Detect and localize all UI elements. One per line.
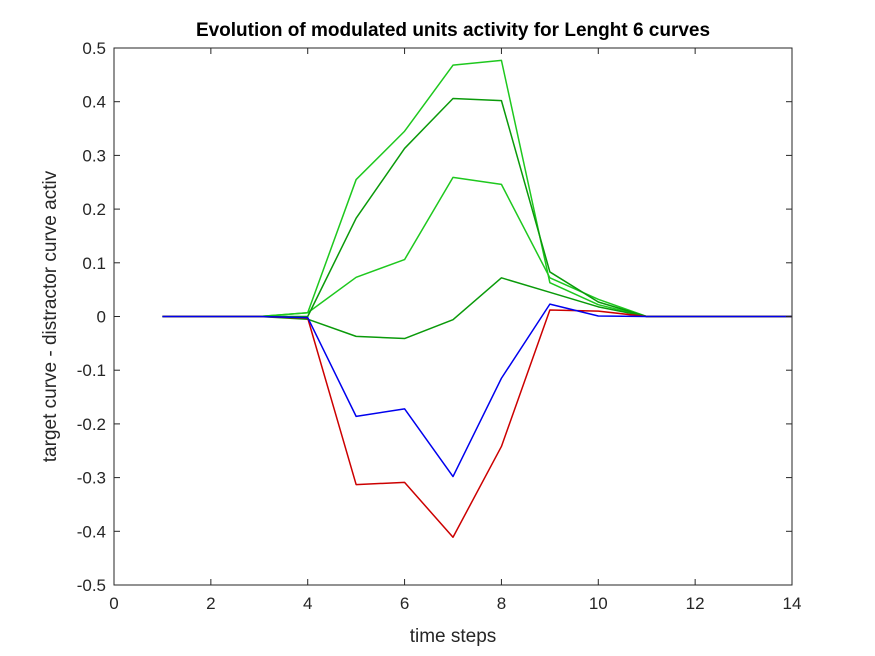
x-tick-label: 0	[109, 594, 118, 613]
y-tick-label: 0.3	[82, 146, 106, 165]
y-tick-label: 0.4	[82, 93, 106, 112]
y-axis-label: target curve - distractor curve activ	[40, 170, 61, 462]
y-tick-label: -0.4	[77, 522, 106, 541]
x-axis-label: time steps	[410, 626, 497, 647]
series-layer	[162, 59, 792, 538]
y-tick-label: 0.5	[82, 39, 106, 58]
y-tick-label: -0.1	[77, 361, 106, 380]
y-tick-label: 0.2	[82, 200, 106, 219]
x-tick-label: 14	[783, 594, 802, 613]
series-line-6	[162, 303, 792, 478]
y-tick-label: 0.1	[82, 254, 106, 273]
x-tick-label: 2	[206, 594, 215, 613]
y-tick-label: -0.5	[77, 576, 106, 595]
x-tick-label: 8	[497, 594, 506, 613]
chart-title: Evolution of modulated units activity fo…	[196, 20, 710, 41]
y-axis: -0.5 -0.4 -0.3 -0.2 -0.1 0 0.1 0.2 0.3 0.4 0.5	[77, 39, 792, 595]
x-tick-label: 4	[303, 594, 312, 613]
y-tick-label: 0	[97, 308, 106, 327]
y-tick-label: -0.2	[77, 415, 106, 434]
x-tick-label: 6	[400, 594, 409, 613]
x-axis: 0 2 4 6 8 10 12 14	[109, 48, 801, 613]
y-tick-label: -0.3	[77, 469, 106, 488]
x-tick-label: 12	[686, 594, 705, 613]
x-tick-label: 10	[589, 594, 608, 613]
